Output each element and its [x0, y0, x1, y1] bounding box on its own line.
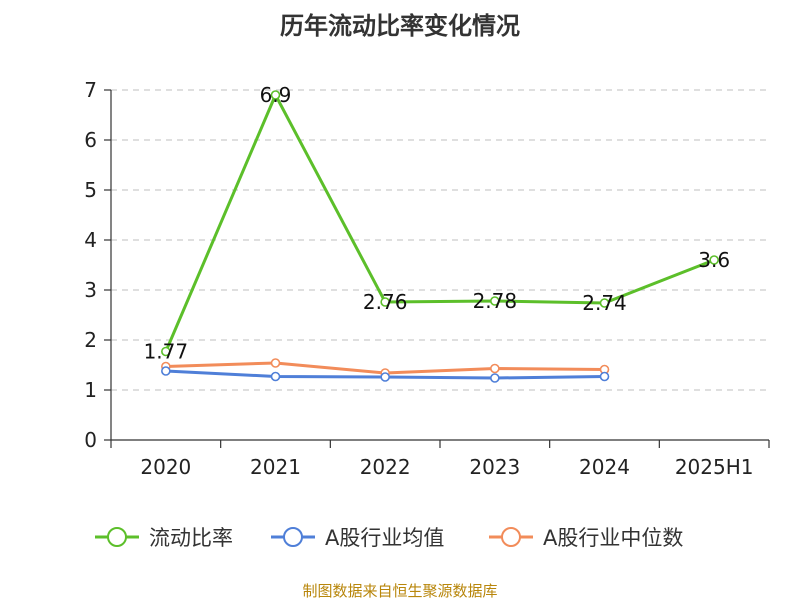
- data-point-0-2[interactable]: [380, 297, 390, 307]
- legend-item-0[interactable]: 流动比率: [95, 526, 233, 550]
- legend-label: A股行业中位数: [543, 526, 683, 550]
- data-point-0-1[interactable]: [270, 90, 281, 100]
- data-point-0-4[interactable]: [599, 298, 610, 308]
- data-labels: 1.77 6.9 2.76 2.78 2.74 3.6: [144, 83, 731, 364]
- y-tick-label: 7: [84, 78, 97, 102]
- data-label: 3.6: [698, 248, 730, 272]
- y-tick-label: 3: [84, 278, 97, 302]
- y-tick-label: 2: [84, 328, 97, 352]
- series-1: [161, 366, 610, 383]
- y-tick-label: 1: [84, 378, 97, 402]
- x-tick-label: 2022: [360, 455, 411, 479]
- x-tick-label: 2021: [250, 455, 301, 479]
- x-tick-label: 2023: [469, 455, 520, 479]
- x-tick-label: 2025H1: [675, 455, 754, 479]
- data-point-1-1[interactable]: [270, 371, 281, 382]
- data-label: 2.74: [582, 291, 627, 315]
- y-tick-label: 5: [84, 178, 97, 202]
- data-point-2-3[interactable]: [490, 363, 500, 374]
- data-label: 1.77: [144, 340, 189, 364]
- series-line-0: [164, 93, 715, 353]
- y-tick-label: 4: [84, 228, 97, 252]
- legend-marker: [107, 527, 127, 547]
- data-label: 2.78: [473, 289, 518, 313]
- legend[interactable]: 流动比率 A股行业均值 A股行业中位数: [95, 526, 683, 550]
- grid-lines: [111, 89, 769, 391]
- data-point-0-3[interactable]: [490, 296, 500, 306]
- legend-marker: [283, 527, 303, 547]
- y-tick-label: 6: [84, 128, 97, 152]
- data-point-1-2[interactable]: [380, 372, 390, 382]
- data-point-0-0[interactable]: [161, 346, 171, 357]
- legend-item-1[interactable]: A股行业均值: [271, 526, 444, 550]
- x-tick-label: 2020: [140, 455, 191, 479]
- data-point-1-4[interactable]: [599, 371, 610, 382]
- x-tick-label: 2024: [579, 455, 630, 479]
- data-label: 6.9: [260, 83, 292, 107]
- source-note: 制图数据来自恒生聚源数据库: [302, 582, 497, 600]
- data-label: 2.76: [363, 290, 408, 314]
- series-group: [161, 90, 719, 383]
- y-tick-label: 0: [84, 428, 97, 452]
- legend-marker: [501, 527, 521, 547]
- data-point-1-3[interactable]: [490, 373, 500, 383]
- legend-label: A股行业均值: [325, 526, 444, 550]
- series-0: [161, 90, 719, 357]
- axes: 0 1 2 3 4 5 6 7 2020 2021 2022 2023 2024 2025H1: [84, 78, 770, 479]
- chart-title: 历年流动比率变化情况: [280, 12, 520, 40]
- data-point-2-1[interactable]: [270, 358, 281, 368]
- legend-label: 流动比率: [149, 526, 233, 550]
- data-point-1-0[interactable]: [161, 366, 171, 376]
- legend-item-2[interactable]: A股行业中位数: [489, 526, 683, 550]
- data-point-0-5[interactable]: [709, 255, 719, 265]
